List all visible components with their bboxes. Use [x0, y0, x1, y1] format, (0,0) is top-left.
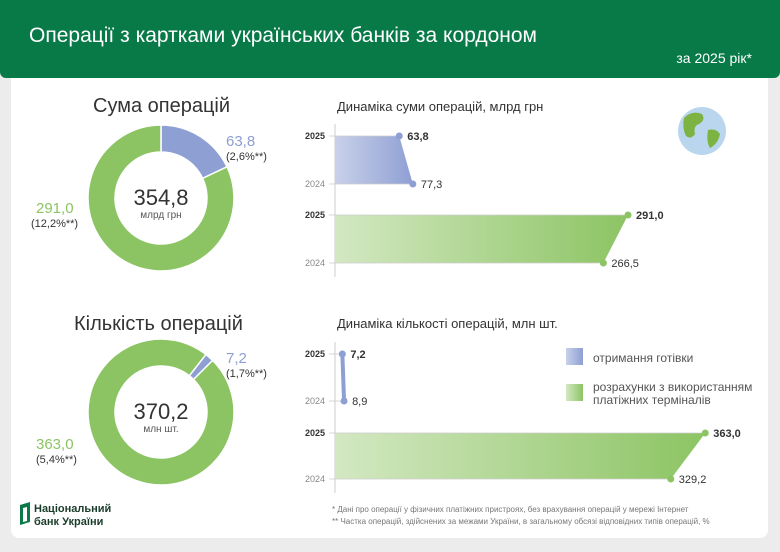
data-point	[599, 259, 607, 267]
count-unit: млн шт.	[143, 424, 179, 435]
year-tick-label: 2025	[305, 428, 325, 438]
data-point	[409, 180, 417, 188]
year-tick-label: 2024	[305, 396, 325, 406]
year-tick-label: 2024	[305, 258, 325, 268]
year-tick-label: 2025	[305, 131, 325, 141]
logo-line1: Національний	[34, 503, 112, 515]
footnote-2: ** Частка операцій, здійснених за межами…	[332, 517, 710, 526]
legend-terminals-swatch	[566, 384, 583, 401]
header: Операції з картками українських банків з…	[0, 0, 780, 78]
data-point	[667, 475, 675, 483]
data-point	[395, 132, 403, 140]
count-total: 370,2	[133, 399, 189, 424]
data-label: 291,0	[636, 210, 664, 222]
data-label: 77,3	[421, 179, 442, 191]
nbu-logo-icon	[20, 502, 30, 525]
count-title: Кількість операцій	[74, 313, 243, 335]
bar-shape	[340, 353, 347, 402]
count-terminals-value: 363,0	[36, 436, 74, 453]
sum-unit: млрд грн	[140, 210, 182, 221]
sum-cash-value: 63,8	[226, 133, 256, 150]
bar-shape	[335, 136, 413, 184]
donut-slice	[87, 338, 235, 486]
data-label: 266,5	[611, 258, 639, 270]
data-label: 363,0	[713, 428, 741, 440]
bar-shape	[335, 433, 706, 479]
data-point	[340, 397, 348, 405]
sum-chart-title: Динаміка суми операцій, млрд грн	[337, 99, 544, 114]
count-chart-title: Динаміка кількості операцій, млн шт.	[337, 316, 558, 331]
donut-slice	[160, 124, 229, 180]
data-label: 8,9	[352, 396, 367, 408]
data-label: 329,2	[679, 474, 707, 486]
sum-terminals-value: 291,0	[36, 200, 74, 217]
page-title: Операції з картками українських банків з…	[29, 24, 537, 47]
data-label: 63,8	[407, 131, 428, 143]
donut-slice	[87, 124, 235, 272]
sum-title: Сума операцій	[93, 95, 231, 117]
footnote-1: * Дані про операції у фізичних платіжних…	[332, 505, 689, 514]
legend-cash-swatch	[566, 348, 583, 365]
count-cash-share: (1,7%**)	[226, 368, 267, 380]
data-point	[624, 211, 632, 219]
bar-shape	[335, 215, 629, 263]
data-point	[338, 350, 346, 358]
year-tick-label: 2025	[305, 349, 325, 359]
sum-terminals-share: (12,2%**)	[31, 218, 79, 230]
year-tick-label: 2024	[305, 179, 325, 189]
logo-line2: банк України	[34, 516, 104, 528]
legend-terminals-label: розрахунки з використанням платіжних тер…	[593, 380, 753, 407]
legend-cash-label: отримання готівки	[593, 351, 694, 365]
sum-cash-share: (2,6%**)	[226, 151, 267, 163]
globe-icon	[678, 107, 726, 155]
count-cash-value: 7,2	[226, 350, 247, 367]
sum-total: 354,8	[133, 185, 189, 210]
year-tick-label: 2024	[305, 474, 325, 484]
period-label: за 2025 рік*	[676, 50, 752, 66]
count-terminals-share: (5,4%**)	[36, 454, 77, 466]
data-label: 7,2	[350, 349, 365, 361]
data-point	[701, 429, 709, 437]
year-tick-label: 2025	[305, 210, 325, 220]
